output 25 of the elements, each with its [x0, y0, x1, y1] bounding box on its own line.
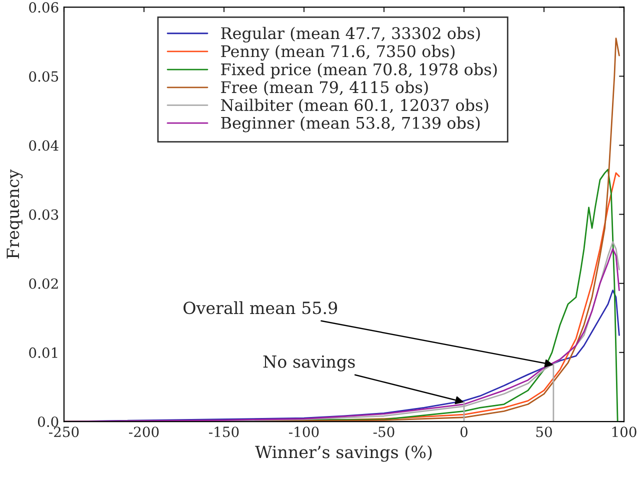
x-tick-label: 50: [536, 426, 552, 438]
x-axis-title: Winner’s savings (%): [255, 445, 432, 462]
y-tick-label: 0.01: [29, 347, 58, 358]
y-tick-label: 0.0: [38, 416, 58, 427]
y-tick-label: 0.03: [29, 209, 58, 220]
x-tick-label: -250: [49, 426, 79, 438]
legend-label: Free (mean 79, 4115 obs): [221, 80, 428, 96]
legend-label: Penny (mean 71.6, 7350 obs): [221, 44, 455, 61]
x-tick-label: -50: [373, 426, 394, 438]
y-tick-label: 0.04: [29, 140, 58, 151]
y-tick-label: 0.06: [29, 2, 58, 13]
legend-label: Nailbiter (mean 60.1, 12037 obs): [221, 98, 488, 114]
x-tick-label: 100: [612, 426, 636, 438]
y-axis-title: Frequency: [6, 169, 23, 259]
x-tick-label: 0: [460, 426, 468, 438]
x-tick-label: -100: [289, 426, 319, 438]
legend-label: Beginner (mean 53.8, 7139 obs): [221, 116, 480, 132]
legend-label: Regular (mean 47.7, 33302 obs): [221, 26, 480, 43]
legend-label: Fixed price (mean 70.8, 1978 obs): [221, 62, 497, 78]
y-tick-label: 0.05: [29, 71, 58, 82]
x-tick-label: -150: [209, 426, 239, 438]
annotation: No savings: [263, 355, 355, 372]
y-tick-label: 0.02: [29, 278, 58, 289]
x-tick-label: -200: [129, 426, 159, 438]
annotation: Overall mean 55.9: [184, 301, 338, 314]
